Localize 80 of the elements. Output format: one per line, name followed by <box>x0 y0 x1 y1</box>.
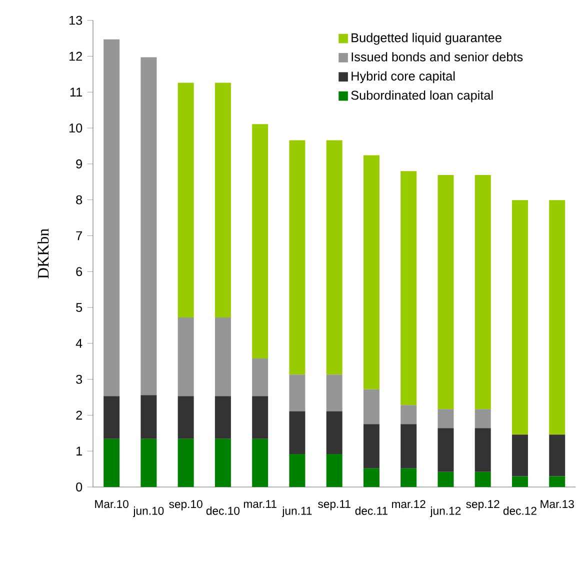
bar <box>326 374 342 412</box>
y-tick-label: 12 <box>69 52 82 61</box>
bar <box>400 424 417 468</box>
bar <box>140 57 157 396</box>
bar <box>363 424 380 468</box>
bar <box>400 468 417 487</box>
bar <box>512 476 528 487</box>
legend-label: Budgetted liquid guarantee <box>352 32 502 45</box>
bar <box>438 175 454 410</box>
bar <box>140 395 157 439</box>
x-tick-label: dec.12 <box>503 506 536 515</box>
bar <box>549 200 566 435</box>
x-tick-label: sep.10 <box>169 500 202 510</box>
bar <box>438 409 454 428</box>
bar <box>512 434 528 476</box>
bar <box>326 411 342 454</box>
x-tick-label: mar.12 <box>392 500 426 508</box>
bar <box>252 396 268 439</box>
bar <box>289 411 306 454</box>
x-tick-label: dec.11 <box>355 506 388 515</box>
bar <box>438 472 454 487</box>
bar <box>363 389 380 424</box>
bar <box>178 396 194 439</box>
bar <box>252 358 268 396</box>
bar <box>252 438 268 487</box>
bar <box>178 438 194 487</box>
bar <box>549 476 566 487</box>
bar <box>400 405 417 424</box>
bar <box>289 374 306 412</box>
bar <box>104 438 120 487</box>
bar <box>438 428 454 472</box>
y-tick-label: 4 <box>76 339 82 348</box>
y-tick-label: 8 <box>76 195 82 204</box>
bar <box>252 124 268 358</box>
bar <box>178 82 194 318</box>
bar <box>140 438 157 487</box>
y-tick-label: 13 <box>69 16 82 25</box>
y-axis-title: DKKbn <box>37 228 49 279</box>
bar <box>474 428 491 472</box>
bar <box>326 140 342 375</box>
bar <box>214 396 231 439</box>
legend-label: Hybrid core capital <box>352 71 455 84</box>
x-tick-label: jun.12 <box>430 506 461 518</box>
x-tick-label: sep.11 <box>318 500 350 510</box>
legend-label: Subordinated loan capital <box>351 90 493 102</box>
x-tick-label: jun.11 <box>282 506 312 518</box>
x-tick-label: Mar.13 <box>540 500 574 508</box>
x-tick-label: jun.10 <box>132 506 164 518</box>
x-tick-label: Mar.10 <box>95 500 128 508</box>
y-tick-label: 0 <box>76 482 82 492</box>
bar <box>214 438 231 487</box>
y-tick-label: 10 <box>69 124 82 133</box>
x-tick-label: sep.12 <box>466 500 500 510</box>
bar <box>474 175 491 410</box>
bar <box>549 434 566 476</box>
y-tick-label: 3 <box>76 374 82 384</box>
x-tick-label: dec.10 <box>206 506 240 515</box>
x-tick-label: mar.11 <box>244 500 276 508</box>
bar <box>214 318 231 396</box>
y-tick-label: 11 <box>70 88 82 96</box>
bar <box>474 472 491 487</box>
bar <box>363 155 380 390</box>
y-tick-label: 9 <box>76 159 82 168</box>
bar <box>363 468 380 487</box>
bar <box>104 39 120 396</box>
bar <box>178 318 194 396</box>
bar <box>326 454 342 487</box>
bar <box>474 409 491 428</box>
bar <box>214 82 231 318</box>
y-tick-label: 1 <box>76 446 82 456</box>
y-tick-label: 6 <box>76 267 82 276</box>
y-tick-label: 5 <box>76 303 82 312</box>
bar <box>512 200 528 435</box>
bar <box>289 454 306 487</box>
bar <box>400 171 417 406</box>
y-tick-label: 7 <box>76 231 82 240</box>
y-tick-label: 2 <box>76 410 82 420</box>
bar <box>104 396 120 439</box>
legend-label: Issued bonds and senior debts <box>352 52 523 62</box>
bar <box>289 140 306 375</box>
